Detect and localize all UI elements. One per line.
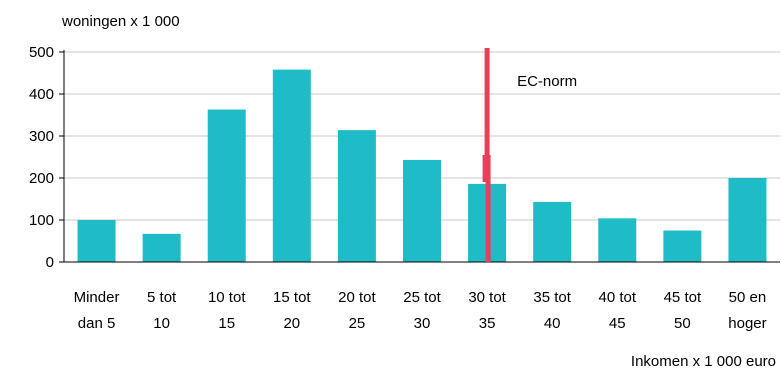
x-tick-label: 15 tot: [273, 289, 311, 306]
y-tick-label: 400: [29, 86, 54, 103]
x-tick-label: 50: [674, 315, 691, 332]
y-axis-title: woningen x 1 000: [61, 13, 180, 30]
x-tick-label: 10: [153, 315, 170, 332]
y-tick-label: 0: [46, 254, 54, 271]
x-tick-label: dan 5: [78, 315, 116, 332]
x-tick-label: hoger: [728, 315, 766, 332]
ec-norm-reference: [482, 48, 491, 262]
x-tick-label: 20 tot: [338, 289, 376, 306]
x-tick-label: 45 tot: [664, 289, 702, 306]
x-tick-label: 25 tot: [403, 289, 441, 306]
bar: [272, 69, 311, 262]
x-tick-label: 40: [544, 315, 561, 332]
y-tick-label: 200: [29, 170, 54, 187]
bars: [77, 69, 767, 262]
x-tick-label: 35: [479, 315, 496, 332]
bar: [207, 109, 246, 262]
x-tick-label: 50 en: [729, 289, 767, 306]
bar: [598, 218, 637, 262]
x-tick-label: 40 tot: [599, 289, 637, 306]
x-tick-label: 30: [414, 315, 431, 332]
x-tick-label: 5 tot: [147, 289, 177, 306]
x-tick-label: 20: [283, 315, 300, 332]
bar: [337, 130, 376, 262]
y-tick-label: 300: [29, 128, 54, 145]
gridlines: [64, 51, 780, 221]
labels: 0 100 200 300 400 500 Minder dan 5 5 tot 10 10 tot…: [29, 44, 767, 332]
bar: [403, 159, 441, 262]
x-tick-label: 45: [609, 315, 626, 332]
y-tick-label: 100: [29, 212, 54, 229]
bar: [728, 178, 767, 262]
y-tick-label: 500: [29, 44, 54, 61]
bar: [142, 233, 181, 262]
x-tick-label: 10 tot: [208, 289, 246, 306]
x-tick-label: 15: [218, 315, 235, 332]
bar: [77, 220, 116, 262]
axes: [59, 50, 780, 263]
x-tick-label: Minder: [74, 289, 120, 306]
bar: [533, 201, 572, 262]
x-axis-title: Inkomen x 1 000 euro: [631, 353, 776, 370]
x-tick-label: 30 tot: [468, 289, 506, 306]
x-tick-label: 25: [349, 315, 366, 332]
ec-norm-label: EC-norm: [517, 73, 577, 90]
x-tick-label: 35 tot: [533, 289, 571, 306]
bar: [663, 230, 702, 262]
